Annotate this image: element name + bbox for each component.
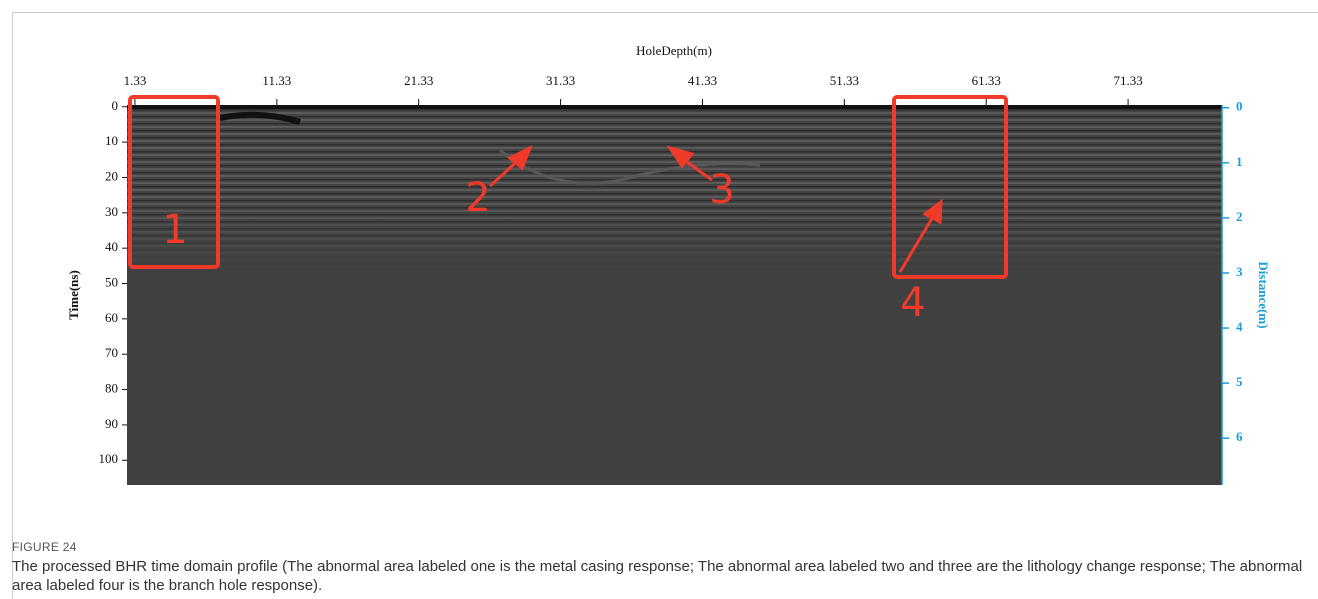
top-tick-label: 1.33 [124,73,147,88]
left-tick-label: 50 [105,274,118,289]
left-tick-label: 90 [105,416,118,431]
left-tick-label: 70 [105,345,118,360]
right-tick-label: 4 [1236,319,1243,334]
top-tick-label: 51.33 [830,73,859,88]
left-tick-label: 40 [105,239,118,254]
right-tick-label: 3 [1236,264,1243,279]
right-tick-label: 2 [1236,209,1243,224]
left-tick-label: 100 [99,451,119,466]
caption-label: FIGURE 24 [12,540,77,554]
left-tick-label: 0 [112,98,119,113]
figure: 1 2 3 4 HoleDepth(m) Time(ns) Distance(m… [0,0,1318,530]
annotation: 4 [900,280,925,326]
right-tick-label: 6 [1236,429,1243,444]
top-edge [127,105,1222,109]
top-tick-label: 41.33 [688,73,717,88]
page: 1 2 3 4 HoleDepth(m) Time(ns) Distance(m… [0,0,1318,598]
right-tick-label: 0 [1236,99,1243,114]
top-axis-title: HoleDepth(m) [636,43,712,58]
band-fade [127,200,1222,275]
left-tick-label: 20 [105,168,118,183]
caption-text: The processed BHR time domain profile (T… [12,557,1318,595]
right-tick-label: 1 [1236,154,1243,169]
right-axis-title: Distance(m) [1256,261,1271,328]
top-tick-label: 71.33 [1113,73,1142,88]
left-tick-label: 60 [105,310,118,325]
annotation: 2 [465,175,490,221]
top-tick-label: 61.33 [972,73,1001,88]
top-tick-label: 21.33 [404,73,433,88]
left-tick-label: 10 [105,133,118,148]
annotation: 3 [709,167,734,213]
top-tick-label: 11.33 [262,73,291,88]
left-axis-title: Time(ns) [66,270,81,320]
left-tick-label: 80 [105,381,118,396]
annotation: 1 [162,207,187,253]
right-tick-label: 5 [1236,374,1243,389]
left-tick-label: 30 [105,204,118,219]
top-tick-label: 31.33 [546,73,575,88]
